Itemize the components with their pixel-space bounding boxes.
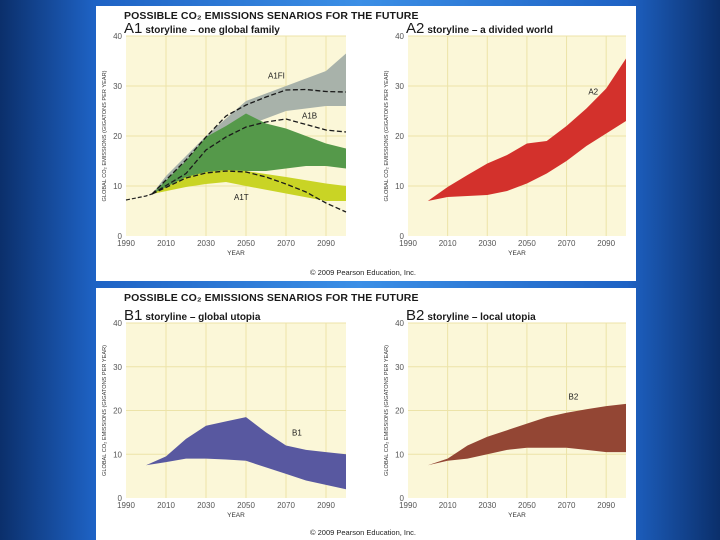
x-tick-label: 1990 <box>117 501 135 510</box>
x-axis-title: YEAR <box>508 512 526 519</box>
chart-a1: A1 storyline – one global family A1FI A1B A1… <box>102 20 347 257</box>
y-tick-label: 30 <box>395 363 404 372</box>
series-label: A1T <box>234 193 249 202</box>
x-tick-label: 2090 <box>597 239 615 248</box>
x-tick-label: 2010 <box>439 239 457 248</box>
x-tick-label: 1990 <box>117 239 135 248</box>
y-tick-label: 0 <box>400 232 405 241</box>
x-tick-label: 1990 <box>399 239 417 248</box>
band-a1t-range <box>152 170 346 201</box>
y-tick-label: 40 <box>395 319 404 328</box>
y-tick-label: 20 <box>113 132 122 141</box>
y-tick-label: 40 <box>113 319 122 328</box>
figure-title: POSSIBLE CO₂ EMISSIONS SENARIOS FOR THE … <box>124 10 419 22</box>
x-tick-label: 2030 <box>478 501 496 510</box>
x-tick-label: 2050 <box>237 501 255 510</box>
y-tick-label: 0 <box>118 232 123 241</box>
y-tick-label: 20 <box>113 407 122 416</box>
chart-title-letter: A2 <box>406 20 424 37</box>
chart-title-letter: B2 <box>406 307 424 324</box>
series-label: A2 <box>588 88 598 97</box>
copyright-text: © 2009 Pearson Education, Inc. <box>310 268 417 277</box>
y-axis-title: GLOBAL CO₂ EMISSIONS (GIGATONS PER YEAR) <box>102 345 108 476</box>
y-tick-label: 0 <box>400 494 405 503</box>
charts-bottom-svg: B1 storyline – global utopiaB101020304019… <box>102 307 626 519</box>
figure-panel-bottom: POSSIBLE CO₂ EMISSIONS SENARIOS FOR THE … <box>96 288 636 540</box>
charts-top-svg: A1 storyline – one global family A1FI A1B A1… <box>102 20 626 257</box>
series-label: B1 <box>292 428 302 437</box>
y-tick-label: 30 <box>395 82 404 91</box>
chart-b2: B2 storyline – local utopiaB2010203040199… <box>384 307 626 519</box>
history-line <box>125 193 153 201</box>
x-tick-label: 2090 <box>597 501 615 510</box>
y-tick-label: 10 <box>113 450 122 459</box>
y-tick-label: 30 <box>113 82 122 91</box>
x-tick-label: 2070 <box>558 239 576 248</box>
x-tick-label: 2050 <box>518 239 536 248</box>
y-tick-label: 10 <box>113 182 122 191</box>
x-tick-label: 2010 <box>157 239 175 248</box>
chart-title: B1 storyline – global utopia <box>124 307 261 324</box>
series-line-a1fi <box>151 88 347 195</box>
x-tick-label: 2090 <box>317 501 335 510</box>
x-tick-label: 2090 <box>317 239 335 248</box>
chart-b1: B1 storyline – global utopiaB101020304019… <box>102 307 346 519</box>
y-tick-label: 0 <box>118 494 123 503</box>
chart-title-text: storyline – global utopia <box>145 312 260 323</box>
x-tick-label: 1990 <box>399 501 417 510</box>
figure-title: POSSIBLE CO₂ EMISSIONS SENARIOS FOR THE … <box>124 292 419 304</box>
y-tick-label: 10 <box>395 182 404 191</box>
series-line-a1b <box>151 118 347 195</box>
x-axis-title: YEAR <box>227 512 245 519</box>
chart-a2: A2 storyline – a divided worldA2010203040… <box>384 20 626 257</box>
x-tick-label: 2030 <box>197 239 215 248</box>
x-tick-label: 2050 <box>518 501 536 510</box>
series-label: A1FI <box>268 72 285 81</box>
x-tick-label: 2070 <box>558 501 576 510</box>
x-tick-label: 2070 <box>277 501 295 510</box>
y-tick-label: 40 <box>113 32 122 41</box>
y-tick-label: 40 <box>395 32 404 41</box>
copyright-text: © 2009 Pearson Education, Inc. <box>310 528 417 537</box>
chart-title-letter: B1 <box>124 307 142 324</box>
x-tick-label: 2050 <box>237 239 255 248</box>
figure-panel-top: POSSIBLE CO₂ EMISSIONS SENARIOS FOR THE … <box>96 6 636 281</box>
chart-title-text: storyline – local utopia <box>427 312 536 323</box>
chart-title-letter: A1 <box>124 20 142 37</box>
series-label: B2 <box>569 393 579 402</box>
series-label: A1B <box>302 112 317 121</box>
band-a2 <box>427 58 626 201</box>
chart-title: A2 storyline – a divided world <box>406 20 553 37</box>
x-tick-label: 2030 <box>478 239 496 248</box>
y-axis-title: GLOBAL CO₂ EMISSIONS (GIGATONS PER YEAR) <box>384 70 390 201</box>
y-tick-label: 20 <box>395 407 404 416</box>
series-line-a1t <box>151 170 347 213</box>
x-axis-title: YEAR <box>227 250 245 257</box>
x-tick-label: 2010 <box>157 501 175 510</box>
y-axis-title: GLOBAL CO₂ EMISSIONS (GIGATONS PER YEAR) <box>102 70 108 201</box>
x-tick-label: 2070 <box>277 239 295 248</box>
x-tick-label: 2010 <box>439 501 457 510</box>
y-tick-label: 30 <box>113 363 122 372</box>
y-tick-label: 10 <box>395 450 404 459</box>
band-b2 <box>408 403 626 470</box>
x-axis-title: YEAR <box>508 250 526 257</box>
y-tick-label: 20 <box>395 132 404 141</box>
band-b1 <box>146 417 346 490</box>
chart-title-text: storyline – a divided world <box>427 25 553 36</box>
chart-title: A1 storyline – one global family <box>124 20 280 37</box>
y-axis-title: GLOBAL CO₂ EMISSIONS (GIGATONS PER YEAR) <box>384 345 390 476</box>
x-tick-label: 2030 <box>197 501 215 510</box>
chart-title: B2 storyline – local utopia <box>406 307 536 324</box>
chart-title-text: storyline – one global family <box>145 25 280 36</box>
